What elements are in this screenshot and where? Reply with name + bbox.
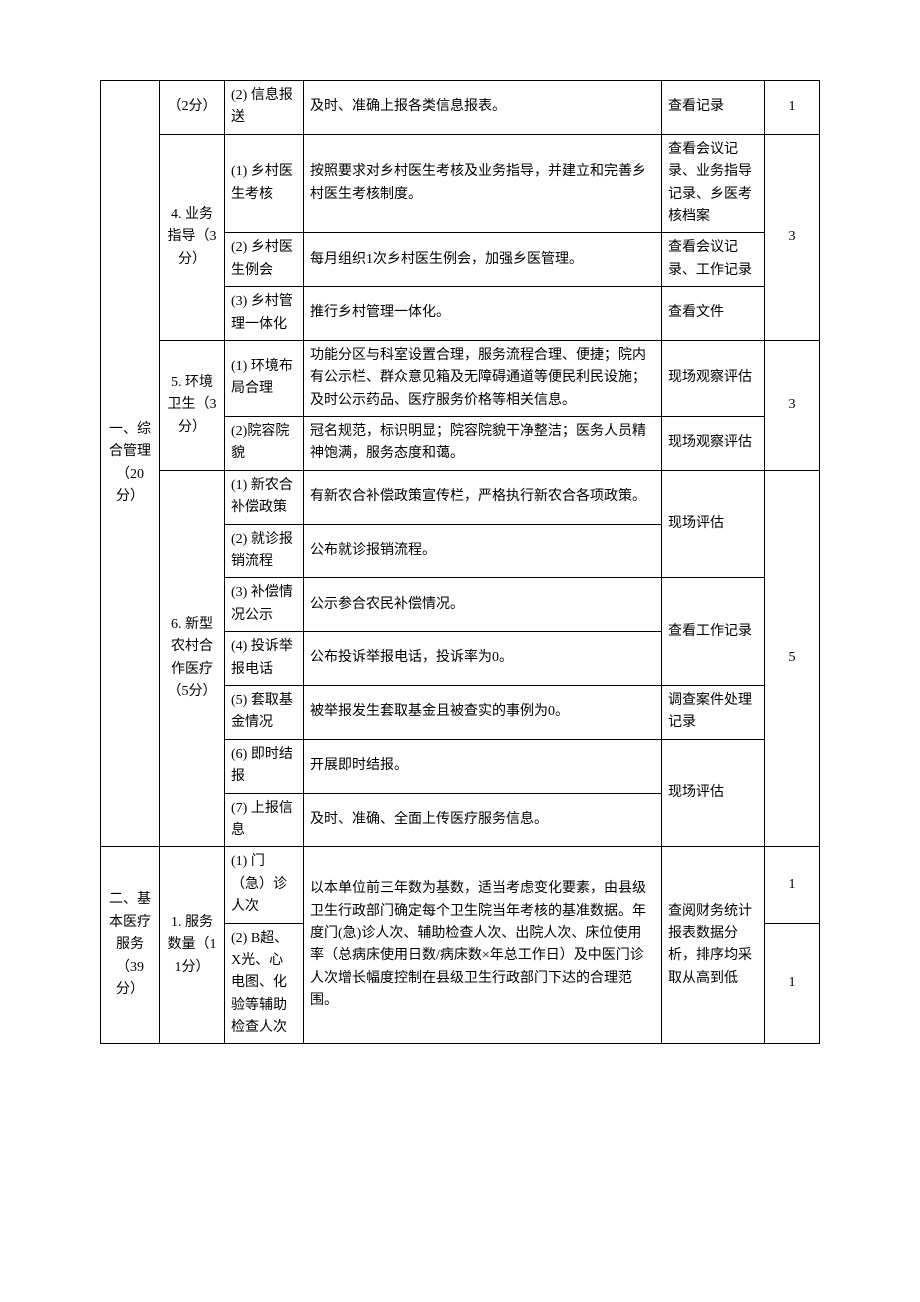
table-row: 6. 新型农村合作医疗（5分） (1) 新农合补偿政策 有新农合补偿政策宣传栏，… [101,470,820,524]
item-content: 按照要求对乡村医生考核及业务指导，并建立和完善乡村医生考核制度。 [304,134,662,233]
item-method: 查阅财务统计报表数据分析，排序均采取从高到低 [662,847,765,1044]
sub-score-label: （2分） [160,81,225,135]
item-score: 1 [765,847,820,923]
item-method: 现场评估 [662,739,765,847]
item-label: (4) 投诉举报电话 [225,632,304,686]
item-label: (2) 信息报送 [225,81,304,135]
item-method: 调查案件处理记录 [662,685,765,739]
document-page: 一、综合管理（20分） （2分） (2) 信息报送 及时、准确上报各类信息报表。… [0,0,920,1224]
item-method: 现场评估 [662,470,765,578]
row6-label: 6. 新型农村合作医疗（5分） [160,470,225,846]
assessment-table: 一、综合管理（20分） （2分） (2) 信息报送 及时、准确上报各类信息报表。… [100,80,820,1044]
item-content: 冠名规范，标识明显；院容院貌干净整洁；医务人员精神饱满，服务态度和蔼。 [304,417,662,471]
table-row: 4. 业务指导（3分） (1) 乡村医生考核 按照要求对乡村医生考核及业务指导，… [101,134,820,233]
item-content: 以本单位前三年数为基数，适当考虑变化要素，由县级卫生行政部门确定每个卫生院当年考… [304,847,662,1044]
item-content: 公示参合农民补偿情况。 [304,578,662,632]
item-score: 1 [765,923,820,1044]
item-label: (2)院容院貌 [225,417,304,471]
item-content: 公布投诉举报电话，投诉率为0。 [304,632,662,686]
row1-label: 1. 服务数量（11分） [160,847,225,1044]
item-content: 及时、准确上报各类信息报表。 [304,81,662,135]
item-label: (6) 即时结报 [225,739,304,793]
item-content: 功能分区与科室设置合理，服务流程合理、便捷；院内有公示栏、群众意见箱及无障碍通道… [304,340,662,416]
table-row: 一、综合管理（20分） （2分） (2) 信息报送 及时、准确上报各类信息报表。… [101,81,820,135]
item-content: 每月组织1次乡村医生例会，加强乡医管理。 [304,233,662,287]
item-content: 被举报发生套取基金且被查实的事例为0。 [304,685,662,739]
item-content: 有新农合补偿政策宣传栏，严格执行新农合各项政策。 [304,470,662,524]
item-label: (3) 补偿情况公示 [225,578,304,632]
row5-label: 5. 环境卫生（3分） [160,340,225,470]
item-method: 现场观察评估 [662,340,765,416]
item-method: 现场观察评估 [662,417,765,471]
item-label: (1) 门（急）诊人次 [225,847,304,923]
row4-score: 3 [765,134,820,340]
table-row: 二、基本医疗服务（39分） 1. 服务数量（11分） (1) 门（急）诊人次 以… [101,847,820,923]
item-label: (2) 乡村医生例会 [225,233,304,287]
item-label: (7) 上报信息 [225,793,304,847]
item-content: 及时、准确、全面上传医疗服务信息。 [304,793,662,847]
row5-score: 3 [765,340,820,470]
row6-score: 5 [765,470,820,846]
item-method: 查看会议记录、业务指导记录、乡医考核档案 [662,134,765,233]
item-content: 推行乡村管理一体化。 [304,287,662,341]
item-label: (5) 套取基金情况 [225,685,304,739]
item-method: 查看会议记录、工作记录 [662,233,765,287]
table-row: 5. 环境卫生（3分） (1) 环境布局合理 功能分区与科室设置合理，服务流程合… [101,340,820,416]
item-label: (2) B超、X光、心电图、化验等辅助检查人次 [225,923,304,1044]
item-label: (1) 乡村医生考核 [225,134,304,233]
section-1-label: 一、综合管理（20分） [101,81,160,847]
item-method: 查看文件 [662,287,765,341]
item-label: (1) 新农合补偿政策 [225,470,304,524]
item-method: 查看记录 [662,81,765,135]
item-label: (3) 乡村管理一体化 [225,287,304,341]
item-score: 1 [765,81,820,135]
item-method: 查看工作记录 [662,578,765,686]
row4-label: 4. 业务指导（3分） [160,134,225,340]
item-content: 公布就诊报销流程。 [304,524,662,578]
item-content: 开展即时结报。 [304,739,662,793]
item-label: (2) 就诊报销流程 [225,524,304,578]
section-2-label: 二、基本医疗服务（39分） [101,847,160,1044]
item-label: (1) 环境布局合理 [225,340,304,416]
